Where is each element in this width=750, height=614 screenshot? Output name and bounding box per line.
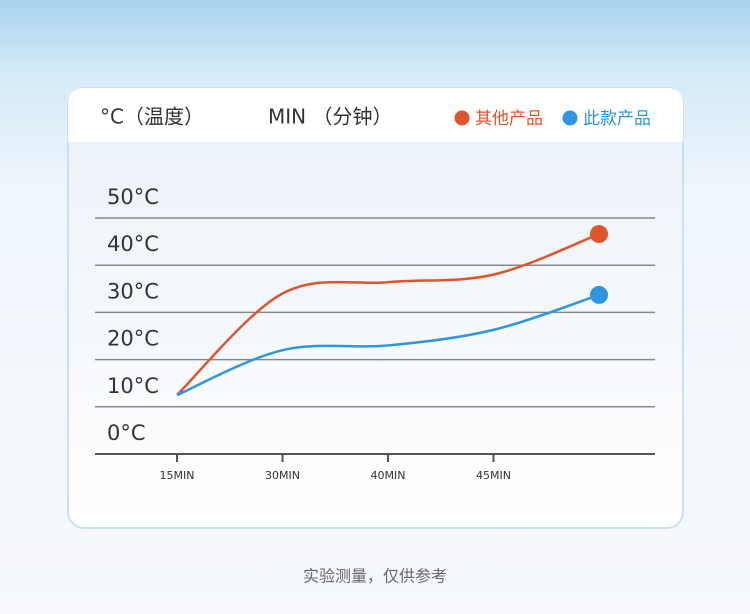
x-tick-label: 30MIN — [265, 469, 300, 482]
y-tick-label: 50°C — [107, 185, 159, 209]
legend-label: 其他产品 — [475, 109, 543, 129]
y-axis-label: °C（温度） — [100, 105, 204, 129]
x-tick-label: 40MIN — [371, 469, 406, 482]
x-tick-label: 15MIN — [160, 469, 195, 482]
legend-marker — [562, 110, 578, 126]
y-tick-label: 0°C — [107, 421, 146, 445]
note: 实验测量，仅供参考 — [303, 567, 447, 586]
y-tick-label: 10°C — [107, 374, 159, 398]
end-marker — [590, 285, 608, 304]
legend-label: 此款产品 — [583, 109, 651, 129]
x-tick-label: 45MIN — [476, 469, 511, 482]
end-marker — [590, 225, 608, 244]
series-line — [176, 232, 600, 396]
legend-marker — [454, 110, 470, 126]
y-tick-label: 30°C — [107, 279, 159, 303]
card — [67, 87, 684, 529]
series-line — [176, 293, 600, 397]
y-tick-label: 40°C — [107, 232, 159, 256]
x-axis-label: MIN （分钟） — [268, 105, 392, 129]
card-header — [68, 88, 683, 142]
y-tick-label: 20°C — [107, 327, 159, 351]
